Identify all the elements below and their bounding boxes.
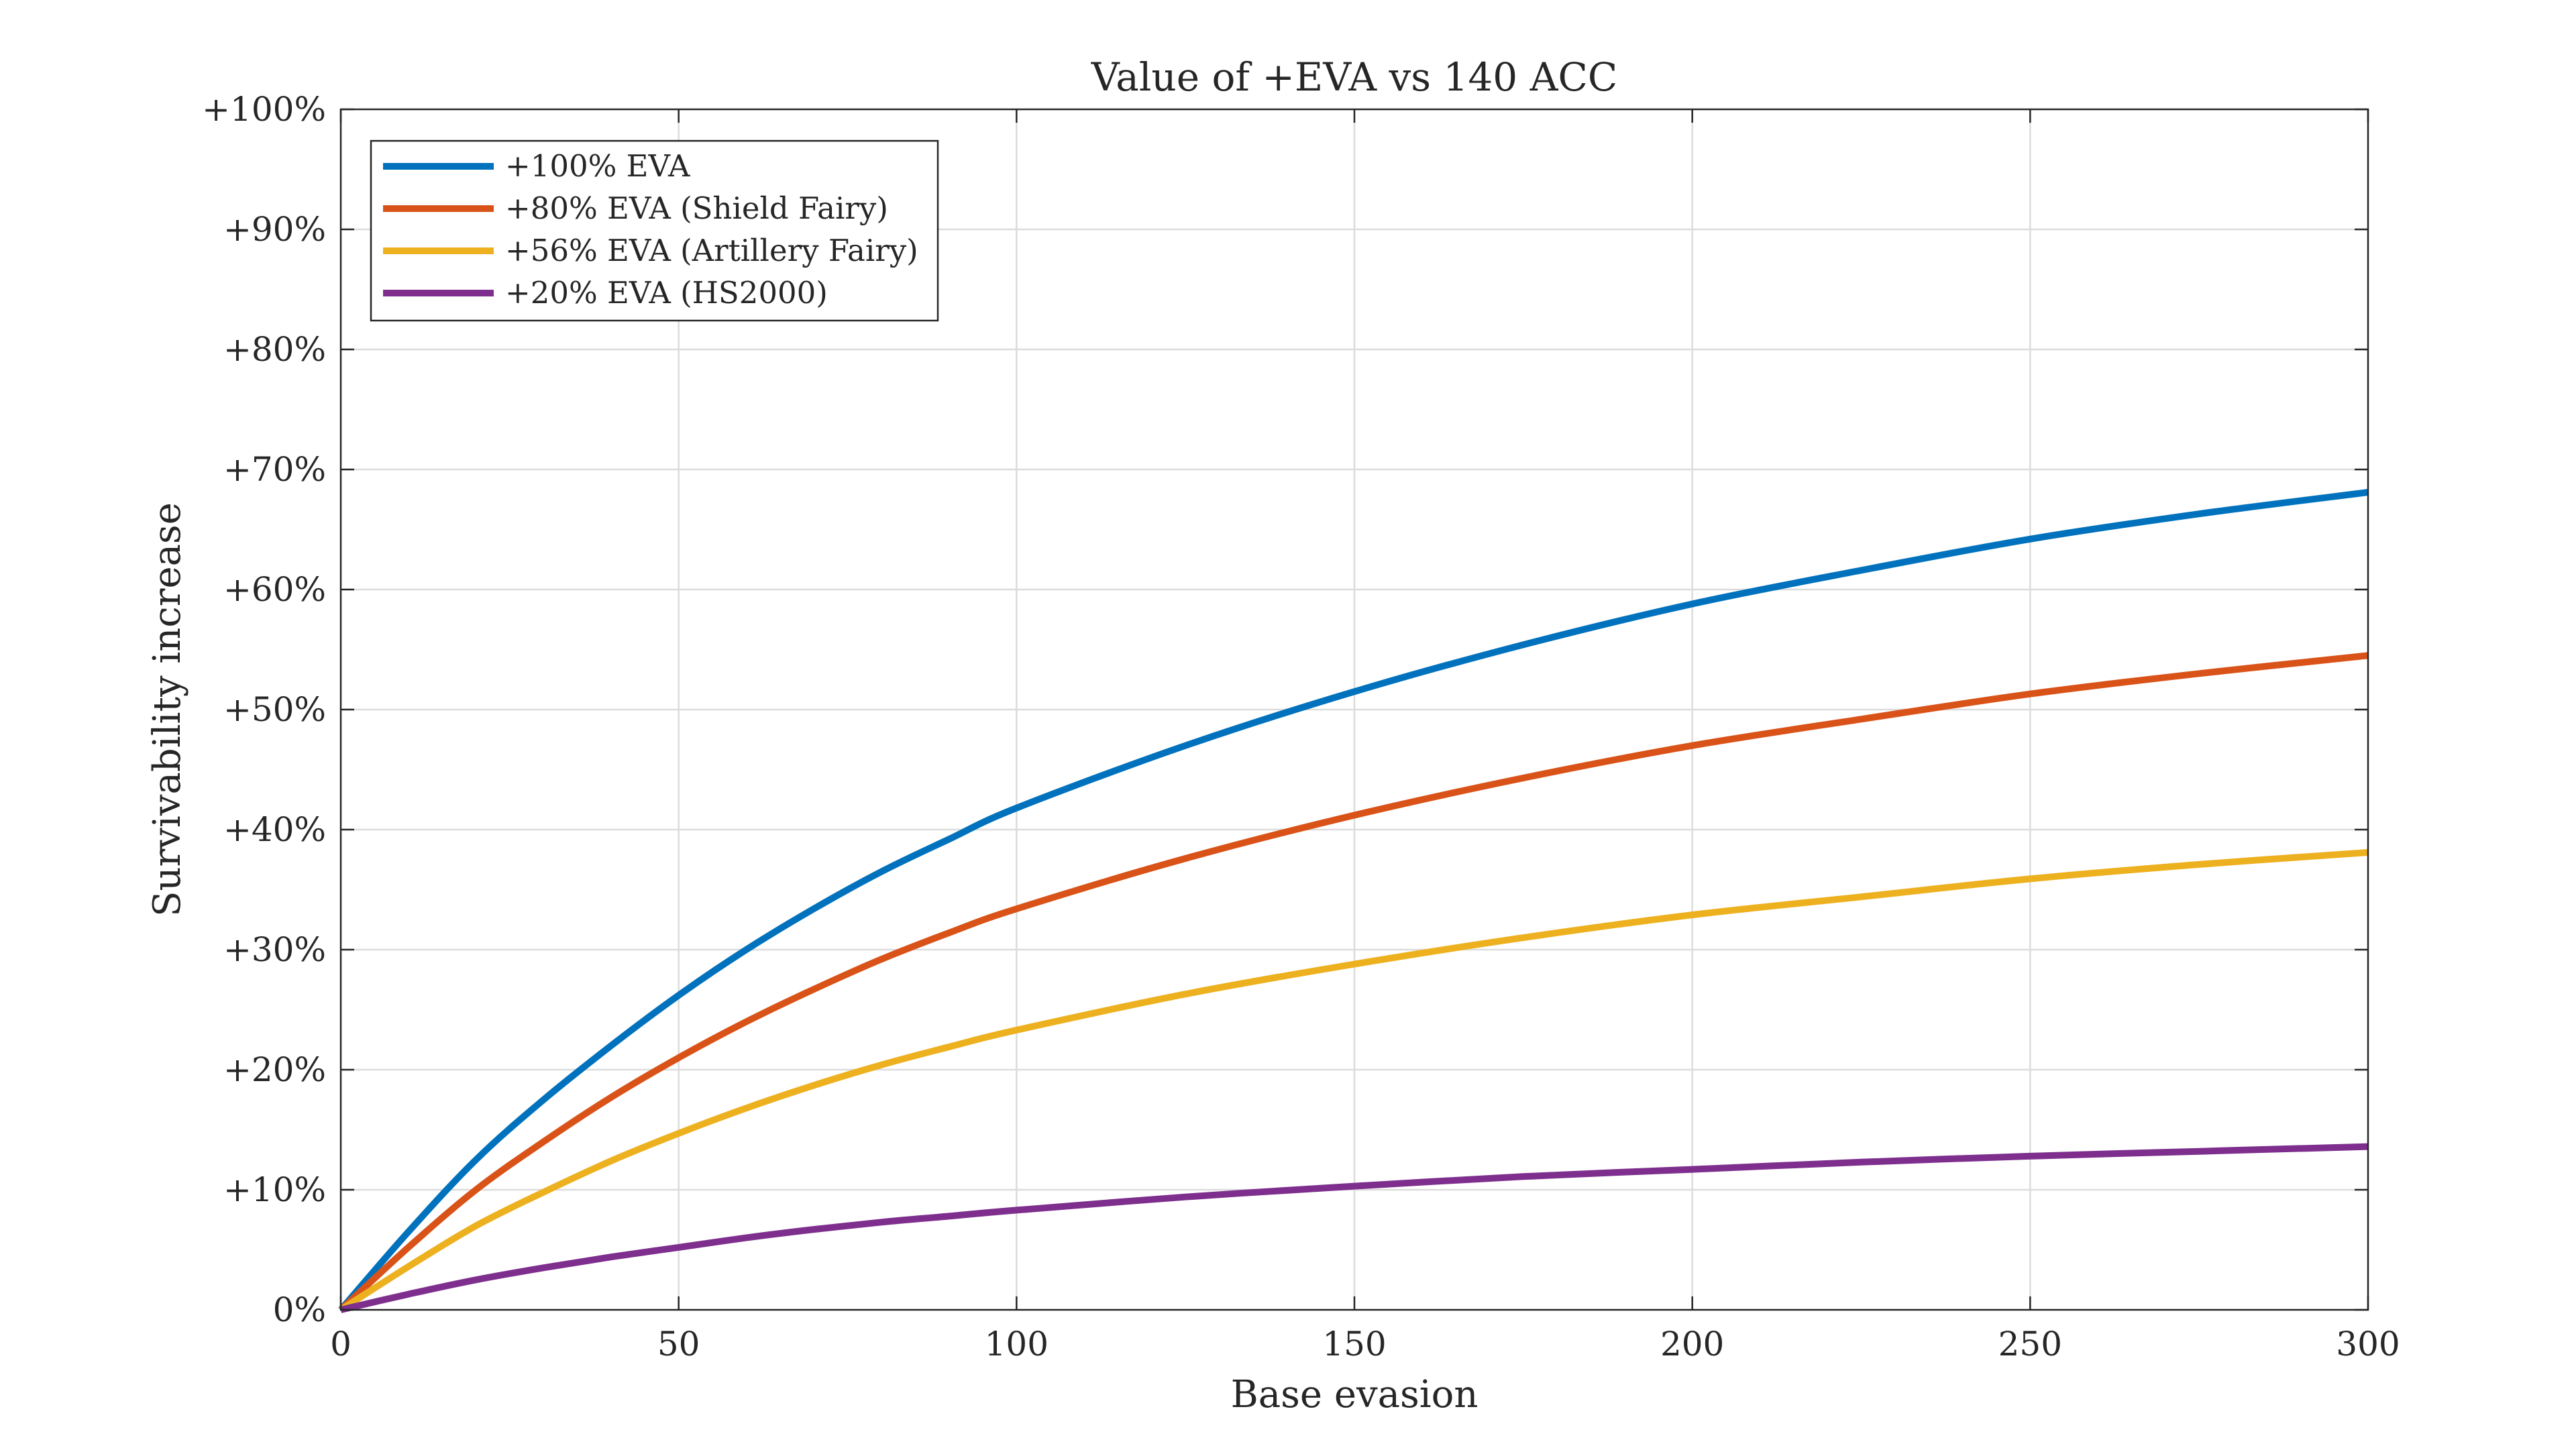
x-tick-label: 300 [2336,1325,2400,1363]
x-tick-label: 50 [657,1325,700,1363]
series-lines [338,489,2369,1313]
legend-label-2: +80% EVA (Shield Fairy) [505,190,888,226]
y-tick-label: +90% [223,210,326,249]
y-tick-label: +30% [223,930,326,969]
y-tick-label: +10% [223,1170,326,1209]
axes: 0 50 100 150 200 250 300 0% +10% +20% +30% +40% +50%… [202,90,2400,1363]
axis-labels: Value of +EVA vs 140 ACC Base evasion Su… [146,54,1617,1416]
y-tick-label: +80% [223,330,326,369]
series-line-1 [338,489,2369,1313]
y-tick-label: +60% [223,570,326,609]
series-line-3 [339,849,2369,1313]
x-axis-title: Base evasion [1231,1373,1479,1416]
grid [341,109,2368,1310]
x-tick-label: 200 [1660,1325,1724,1363]
y-tick-label: +100% [202,90,326,129]
x-tick-label: 100 [985,1325,1049,1363]
y-tick-label: +20% [223,1050,326,1089]
x-tick-label: 150 [1322,1325,1386,1363]
legend-label-3: +56% EVA (Artillery Fairy) [505,233,918,268]
x-tick-label: 0 [330,1325,352,1363]
legend-label-1: +100% EVA [505,148,690,184]
legend-label-4: +20% EVA (HS2000) [505,275,828,311]
y-tick-label: +70% [223,450,326,489]
y-tick-label: +50% [223,690,326,729]
legend: +100% EVA +80% EVA (Shield Fairy) +56% EVA… [370,139,939,322]
y-tick-label: +40% [223,810,326,849]
series-line-2 [338,652,2369,1313]
chart-title: Value of +EVA vs 140 ACC [1091,54,1618,100]
series-line-4 [339,1143,2369,1313]
x-tick-label: 250 [1998,1325,2062,1363]
y-tick-label: 0% [273,1290,326,1329]
y-axis-title: Survivability increase [146,502,189,917]
